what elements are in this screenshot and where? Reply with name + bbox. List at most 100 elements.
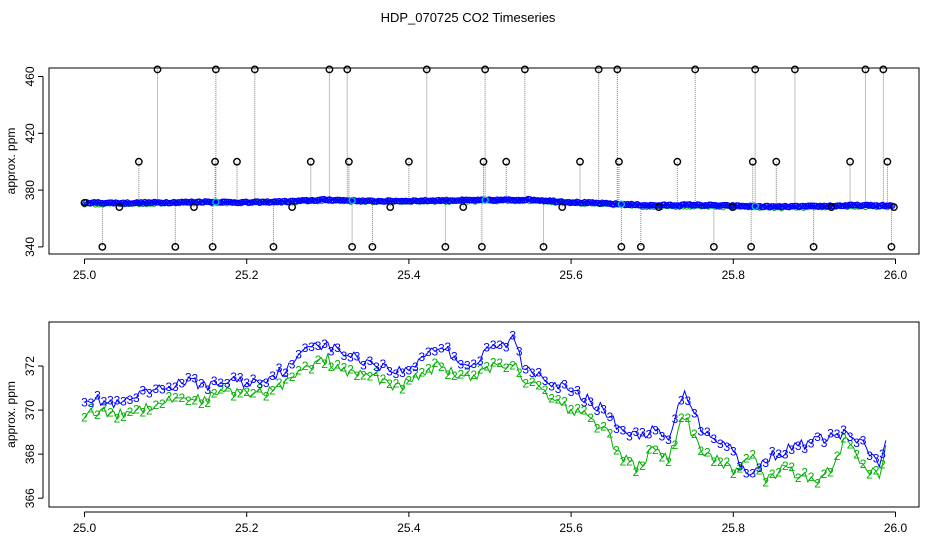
series-marker-2: 2 bbox=[354, 369, 361, 383]
baseline-point-3 bbox=[883, 202, 890, 209]
series-marker-2: 2 bbox=[730, 467, 737, 481]
raw-outlier-point bbox=[747, 243, 756, 251]
baseline-point-3 bbox=[198, 199, 205, 206]
series-marker-3: 3 bbox=[295, 347, 302, 361]
baseline-point-3 bbox=[365, 197, 372, 204]
series-marker-3: 3 bbox=[159, 382, 166, 396]
baseline-point-3 bbox=[190, 199, 197, 206]
series-marker-2: 2 bbox=[483, 360, 490, 374]
series-marker-2: 2 bbox=[412, 367, 419, 381]
series-marker-3: 3 bbox=[490, 338, 497, 352]
series-marker-2: 2 bbox=[367, 370, 374, 384]
series-marker-3: 3 bbox=[88, 396, 95, 410]
raw-outlier-point bbox=[190, 203, 198, 212]
raw-outlier-point bbox=[208, 243, 217, 251]
series-marker-3: 3 bbox=[762, 456, 769, 470]
series-marker-2: 2 bbox=[873, 464, 880, 478]
series-marker-2: 2 bbox=[626, 455, 633, 469]
series-marker-3: 3 bbox=[464, 358, 471, 372]
series-marker-3: 3 bbox=[769, 444, 776, 458]
series-marker-2: 2 bbox=[178, 391, 185, 405]
series-marker-3: 3 bbox=[814, 430, 821, 444]
series-marker-3: 3 bbox=[522, 363, 529, 377]
series-marker-2: 2 bbox=[801, 466, 808, 480]
series-marker-2: 2 bbox=[133, 402, 140, 416]
series-marker-3: 3 bbox=[834, 427, 841, 441]
baseline-point-3 bbox=[838, 202, 845, 210]
series-marker-2: 2 bbox=[834, 449, 841, 463]
raw-outlier-point bbox=[404, 157, 413, 166]
series-marker-3: 3 bbox=[341, 349, 348, 363]
series-marker-3: 3 bbox=[178, 376, 185, 390]
series-marker-3: 3 bbox=[613, 422, 620, 436]
series-marker-2: 2 bbox=[302, 359, 309, 373]
series-marker-2: 2 bbox=[425, 361, 432, 375]
series-marker-2: 2 bbox=[399, 383, 406, 397]
series-marker-2: 2 bbox=[334, 358, 341, 372]
series-marker-2: 2 bbox=[373, 365, 380, 379]
series-marker-2: 2 bbox=[555, 392, 562, 406]
series-marker-2: 2 bbox=[380, 372, 387, 386]
series-marker-2: 2 bbox=[457, 368, 464, 382]
x-tick-label: 25.4 bbox=[397, 521, 421, 535]
raw-outlier-point bbox=[368, 243, 377, 251]
raw-outlier-point bbox=[344, 157, 353, 166]
series-marker-3: 3 bbox=[191, 371, 198, 385]
series-marker-3: 3 bbox=[879, 447, 886, 461]
series-marker-3: 3 bbox=[730, 445, 737, 459]
baseline-point-3 bbox=[577, 199, 585, 207]
series-marker-3: 3 bbox=[470, 357, 477, 371]
series-marker-2: 2 bbox=[153, 398, 160, 412]
series-marker-2: 2 bbox=[659, 450, 666, 464]
series-marker-2: 2 bbox=[341, 360, 348, 374]
raw-outlier-point bbox=[887, 243, 896, 251]
x-tick-label: 25.0 bbox=[73, 521, 97, 535]
raw-outlier-point bbox=[250, 65, 259, 74]
series-marker-2: 2 bbox=[503, 361, 510, 375]
series-marker-2: 2 bbox=[847, 437, 854, 451]
raw-outlier-point bbox=[576, 157, 584, 166]
series-marker-3: 3 bbox=[406, 364, 413, 378]
series-marker-3: 3 bbox=[516, 345, 523, 359]
series-marker-3: 3 bbox=[866, 449, 873, 463]
series-marker-3: 3 bbox=[749, 467, 756, 481]
series-marker-2: 2 bbox=[101, 400, 108, 414]
series-marker-3: 3 bbox=[354, 350, 361, 364]
series-marker-3: 3 bbox=[386, 364, 393, 378]
raw-outlier-point bbox=[617, 243, 626, 251]
series-marker-3: 3 bbox=[827, 426, 834, 440]
series-marker-2: 2 bbox=[613, 444, 620, 458]
raw-outlier-point bbox=[325, 65, 334, 74]
series-marker-2: 2 bbox=[282, 372, 289, 386]
raw-outlier-point bbox=[728, 203, 737, 212]
series-marker-2: 2 bbox=[652, 443, 659, 457]
x-tick-label: 25.8 bbox=[722, 268, 746, 282]
series-marker-3: 3 bbox=[698, 424, 705, 438]
series-marker-3: 3 bbox=[237, 371, 244, 385]
raw-outlier-point bbox=[306, 157, 315, 166]
series-marker-3: 3 bbox=[211, 374, 218, 388]
series-marker-2: 2 bbox=[639, 459, 646, 473]
series-marker-2: 2 bbox=[347, 363, 354, 377]
series-marker-2: 2 bbox=[853, 448, 860, 462]
series-line-2 bbox=[84, 352, 887, 485]
series-marker-2: 2 bbox=[600, 420, 607, 434]
series-marker-2: 2 bbox=[406, 374, 413, 388]
series-marker-3: 3 bbox=[120, 394, 127, 408]
series-marker-3: 3 bbox=[847, 430, 854, 444]
x-tick-label: 26.0 bbox=[884, 521, 908, 535]
series-marker-2: 2 bbox=[146, 403, 153, 417]
series-marker-2: 2 bbox=[114, 412, 121, 426]
series-marker-2: 2 bbox=[581, 404, 588, 418]
baseline-point-3 bbox=[564, 198, 571, 206]
series-marker-3: 3 bbox=[795, 439, 802, 453]
highlight-point bbox=[751, 202, 759, 210]
series-marker-3: 3 bbox=[114, 393, 121, 407]
series-marker-3: 3 bbox=[529, 366, 536, 380]
baseline-point-3 bbox=[184, 198, 191, 206]
raw-outlier-point bbox=[748, 157, 757, 166]
series-line-3 bbox=[84, 334, 887, 476]
series-marker-2: 2 bbox=[665, 455, 672, 469]
series-marker-3: 3 bbox=[419, 350, 426, 364]
series-marker-3: 3 bbox=[483, 341, 490, 355]
